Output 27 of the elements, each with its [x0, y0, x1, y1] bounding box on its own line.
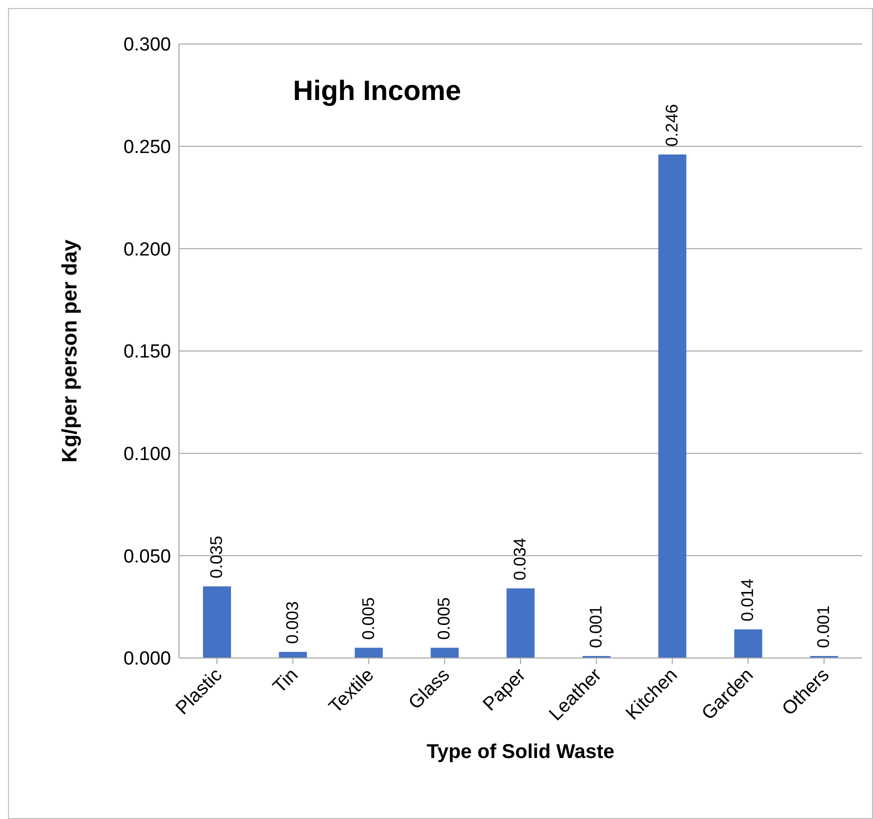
x-tick-label: Tin [269, 664, 302, 698]
y-tick-label: 0.050 [123, 546, 171, 568]
bar [734, 629, 762, 658]
y-tick-label: 0.100 [123, 444, 171, 466]
x-axis-title: Type of Solid Waste [426, 741, 614, 763]
y-tick-label: 0.000 [123, 648, 171, 670]
y-tick-label: 0.300 [123, 34, 171, 56]
data-label: 0.003 [282, 601, 302, 644]
bar [658, 154, 686, 658]
data-label: 0.005 [358, 597, 378, 640]
y-tick-label: 0.250 [123, 137, 171, 158]
data-label: 0.001 [814, 605, 834, 648]
data-label: 0.246 [662, 104, 682, 147]
y-tick-label: 0.150 [123, 342, 171, 363]
bar [203, 586, 231, 658]
data-label: 0.034 [510, 538, 530, 580]
bar [354, 648, 383, 658]
data-label: 0.001 [586, 605, 606, 648]
y-axis-title: Kg/per person per day [58, 239, 82, 462]
data-label: 0.005 [434, 597, 454, 640]
bar [506, 588, 535, 658]
data-label: 0.014 [738, 578, 758, 622]
bar [430, 648, 459, 658]
data-label: 0.035 [207, 536, 226, 578]
y-tick-label: 0.200 [123, 239, 171, 260]
bar [278, 652, 307, 658]
text: High Income [293, 75, 462, 107]
